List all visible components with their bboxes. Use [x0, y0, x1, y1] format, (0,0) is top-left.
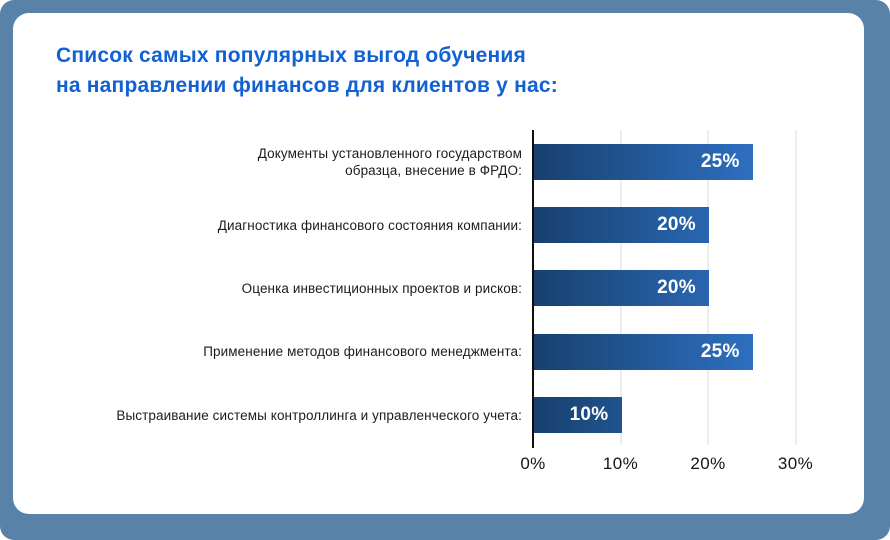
bar-track: 20% — [534, 270, 864, 307]
bar-value-label: 10% — [569, 404, 609, 426]
category-label: Документы установленного государством об… — [257, 145, 522, 178]
title-line-2: на направлении финансов для клиентов у н… — [56, 74, 558, 97]
bar-value-label: 25% — [700, 150, 740, 172]
bar-value-label: 20% — [657, 214, 696, 236]
x-axis-tick-label: 0% — [520, 454, 546, 473]
bar: 25% — [534, 143, 753, 180]
bar-chart: Документы установленного государством об… — [13, 130, 864, 447]
category-label: Выстраивание системы контроллинга и упра… — [116, 407, 522, 423]
title-line-1: Список самых популярных выгод обучения — [56, 44, 526, 67]
gridline-30 — [794, 130, 797, 445]
y-axis-line — [532, 130, 534, 448]
x-axis-tick-label: 30% — [777, 454, 814, 473]
chart-row: Оценка инвестиционных проектов и рисков:… — [13, 257, 864, 320]
bar: 20% — [534, 270, 709, 307]
chart-row: Диагностика финансового состояния компан… — [13, 193, 864, 256]
bar-track: 25% — [534, 143, 864, 180]
x-axis-tick-label: 20% — [690, 454, 726, 473]
chart-row: Применение методов финансового менеджмен… — [13, 320, 864, 383]
chart-row: Выстраивание системы контроллинга и упра… — [13, 384, 864, 447]
chart-row: Документы установленного государством об… — [13, 130, 864, 193]
category-label: Применение методов финансового менеджмен… — [203, 344, 522, 360]
bar-value-label: 20% — [657, 277, 696, 299]
category-label: Диагностика финансового состояния компан… — [217, 217, 522, 233]
bar-track: 20% — [534, 207, 864, 244]
bar: 10% — [534, 397, 622, 434]
chart-card: Список самых популярных выгод обучения н… — [13, 13, 864, 514]
bar: 25% — [534, 333, 753, 370]
bar-value-label: 25% — [700, 340, 740, 362]
chart-title: Список самых популярных выгод обучения н… — [56, 41, 558, 101]
bar-track: 25% — [534, 333, 864, 370]
x-axis-tick-label: 10% — [602, 454, 639, 473]
bar-track: 10% — [534, 397, 864, 434]
bar: 20% — [534, 207, 709, 244]
category-label: Оценка инвестиционных проектов и рисков: — [241, 280, 522, 296]
